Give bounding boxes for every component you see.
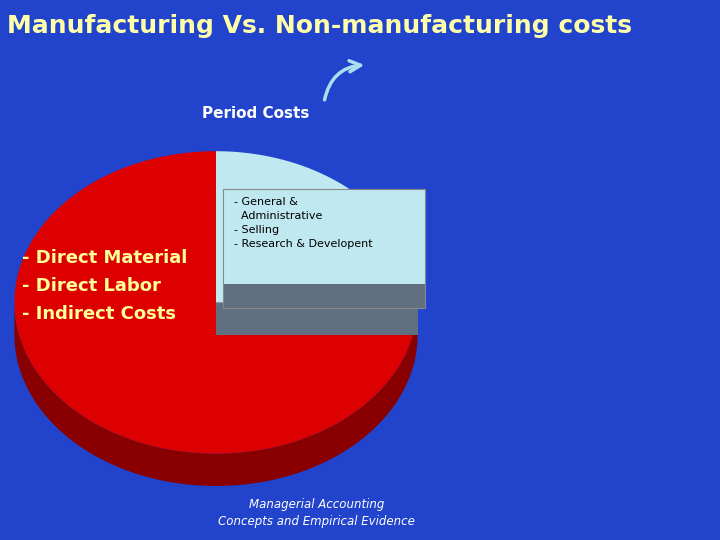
Text: - Direct Material
- Direct Labor
- Indirect Costs: - Direct Material - Direct Labor - Indir… [22,249,187,323]
Text: Manufacturing Vs. Non-manufacturing costs: Manufacturing Vs. Non-manufacturing cost… [7,14,632,37]
Polygon shape [223,189,425,284]
Polygon shape [216,302,418,335]
Polygon shape [216,151,418,302]
Text: - General &
  Administrative
- Selling
- Research & Developent: - General & Administrative - Selling - R… [234,197,373,249]
Text: Period Costs: Period Costs [202,106,309,121]
Text: Managerial Accounting: Managerial Accounting [249,498,384,511]
Polygon shape [216,302,418,335]
Polygon shape [14,302,418,486]
FancyArrowPatch shape [325,60,361,100]
Polygon shape [14,151,418,454]
Text: Concepts and Empirical Evidence: Concepts and Empirical Evidence [218,515,415,528]
Polygon shape [223,284,425,308]
